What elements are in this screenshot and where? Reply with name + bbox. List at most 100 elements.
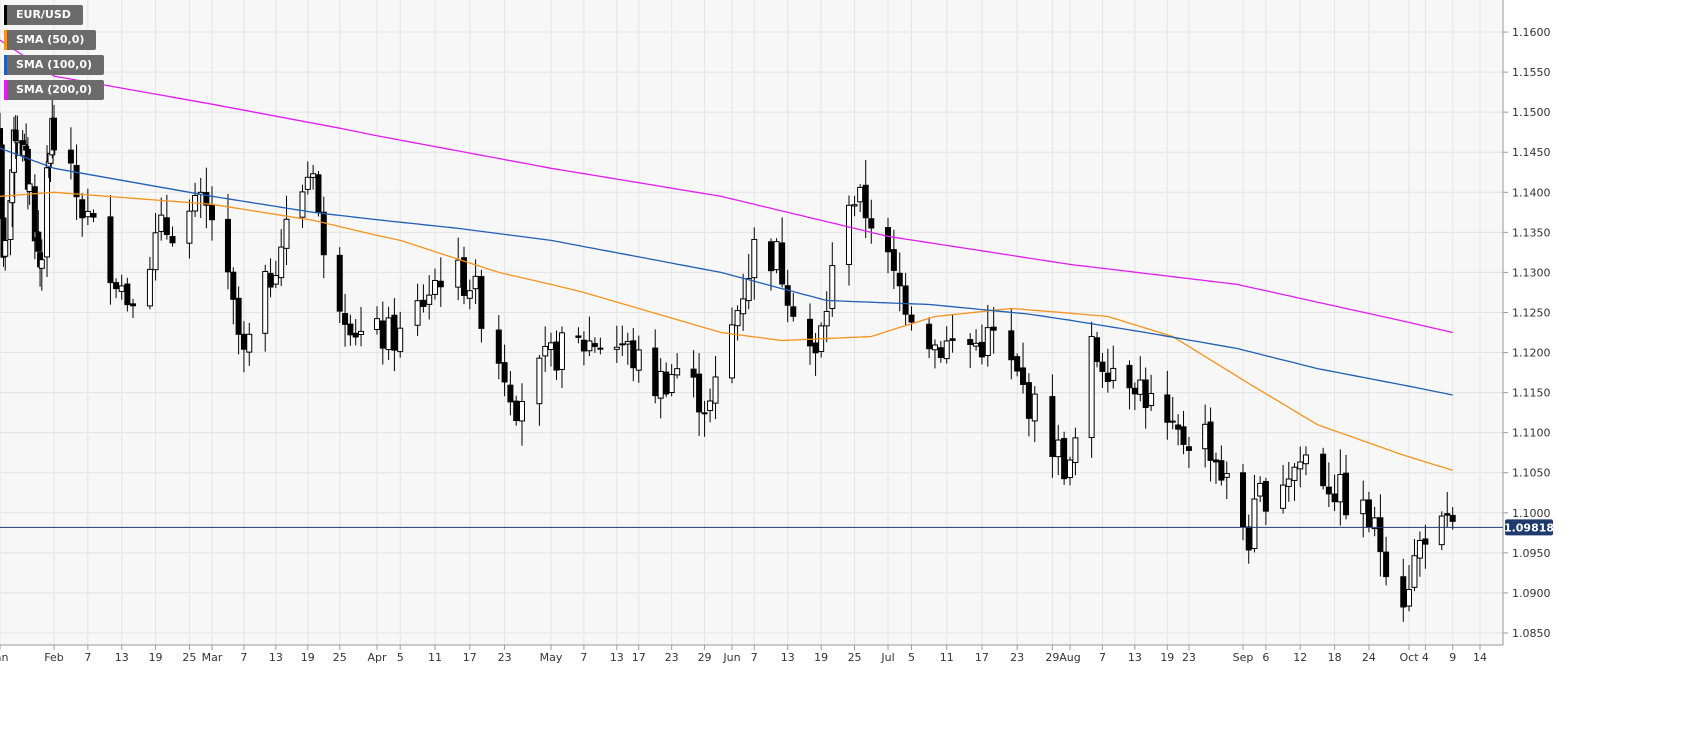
candle-body [740, 298, 747, 315]
candle-body [663, 371, 670, 395]
candle [1223, 461, 1230, 500]
candle-body [397, 327, 404, 353]
candle-body [707, 400, 714, 411]
candle-body [1302, 454, 1309, 465]
candle-body [536, 357, 543, 405]
candle [1383, 536, 1390, 586]
x-tick-label: 7 [580, 651, 587, 664]
legend-item[interactable]: SMA (100,0) [4, 55, 105, 75]
candle [152, 212, 159, 281]
candle-body [1014, 356, 1021, 372]
candle [829, 242, 836, 317]
candle-body [807, 318, 813, 347]
x-tick-label: 9 [1449, 651, 1456, 664]
candle-body [1371, 517, 1378, 530]
candle-body [320, 211, 327, 256]
candle [868, 199, 875, 244]
candle-body [1094, 337, 1101, 363]
candle [130, 298, 136, 319]
candle-body [152, 232, 159, 271]
candle-body [1218, 460, 1225, 481]
candle [352, 319, 359, 346]
candle [1207, 407, 1214, 482]
y-tick-label: 1.1550 [1512, 66, 1551, 79]
candle [262, 264, 269, 352]
candle [466, 279, 473, 310]
candle [1126, 360, 1133, 410]
candle-body [283, 218, 290, 249]
candle-body [1377, 517, 1384, 553]
y-axis: 1.1600 1.1550 1.1500 1.1450 1.1400 1.1350 1.13… [1503, 26, 1551, 640]
candle-body [773, 241, 780, 271]
candle [1049, 374, 1056, 478]
candle-body [507, 384, 514, 403]
candle-body [1020, 367, 1027, 385]
candle [278, 229, 285, 287]
candle [1422, 524, 1429, 569]
candle-body [973, 342, 980, 347]
candle [773, 238, 780, 274]
candle [1371, 506, 1378, 537]
candle [1185, 436, 1192, 469]
candle-body [1088, 335, 1095, 439]
candle-body [967, 339, 974, 345]
candle [1325, 462, 1332, 507]
candle [501, 344, 508, 397]
candle [73, 144, 80, 221]
legend-swatch [4, 55, 7, 75]
candle-body [67, 149, 74, 164]
candle [519, 383, 525, 446]
candle [885, 217, 891, 274]
candle-body [336, 254, 343, 312]
candle-body [931, 344, 938, 351]
candle [984, 304, 991, 367]
candle-body [1285, 478, 1292, 487]
candle-body [896, 272, 903, 287]
x-tick-label: 18 [1328, 651, 1342, 664]
sma-line [0, 147, 1453, 396]
candle [978, 324, 985, 365]
candle-body [461, 257, 467, 296]
x-tick-label: 19 [814, 651, 828, 664]
x-tick-label: Jan [0, 651, 9, 664]
candle-body [203, 192, 210, 206]
candle-body [240, 333, 247, 350]
candle [926, 317, 933, 359]
candle [973, 329, 980, 351]
x-tick-label: 11 [428, 651, 442, 664]
candle-body [1320, 453, 1327, 487]
candle [513, 395, 520, 426]
legend-item[interactable]: SMA (50,0) [4, 30, 97, 50]
candle-body [1400, 576, 1407, 608]
candle-body [1325, 486, 1332, 495]
candle-body [1067, 459, 1073, 479]
x-tick-label: 13 [1128, 651, 1142, 664]
x-tick-label: 7 [84, 651, 91, 664]
candle [701, 400, 708, 437]
candle [1406, 565, 1412, 612]
candle [1014, 353, 1021, 377]
candle-body [846, 204, 852, 265]
candle-body [949, 338, 956, 341]
candle-body [823, 310, 830, 327]
x-tick-label: Oct [1399, 651, 1419, 664]
candle [379, 301, 386, 365]
legend-item[interactable]: SMA (200,0) [4, 80, 105, 100]
x-tick-label: 23 [665, 651, 679, 664]
legend-label: EUR/USD [16, 8, 71, 21]
candle [1164, 370, 1171, 440]
candle [1094, 331, 1101, 368]
candle [908, 306, 915, 331]
candle [304, 161, 311, 195]
candle [1285, 461, 1292, 502]
candle [1110, 345, 1117, 389]
candle [235, 286, 242, 355]
candle-body [1207, 421, 1214, 461]
candle-body [1169, 420, 1176, 423]
candle [437, 257, 444, 307]
candle-body [1072, 437, 1079, 463]
candle-body [1137, 379, 1144, 395]
legend-item[interactable]: EUR/USD [4, 5, 83, 25]
candle-body [586, 340, 593, 352]
